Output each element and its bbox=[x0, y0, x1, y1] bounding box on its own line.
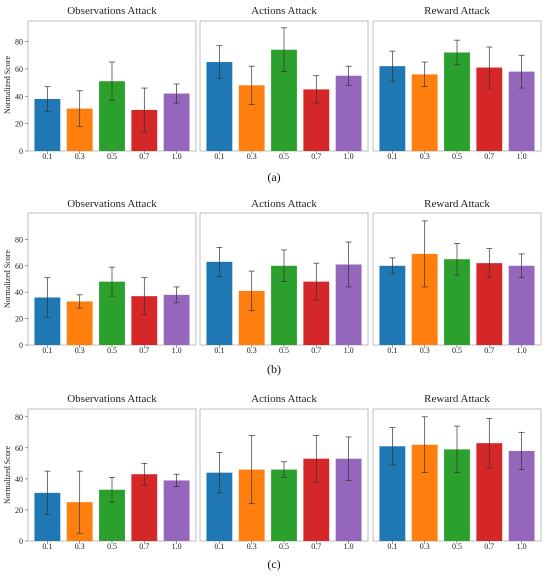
panel-3-1-ytick-label: 80 bbox=[15, 413, 23, 422]
panel-1-1-xtick-label: 0.1 bbox=[42, 152, 52, 161]
panel-3-2-xtick-label: 0.1 bbox=[214, 542, 224, 551]
panel-1-3-bar-0.3 bbox=[411, 74, 438, 151]
panel-3-3-xtick-label: 0.1 bbox=[387, 542, 397, 551]
panel-3-1-xtick-label: 1.0 bbox=[172, 542, 182, 551]
panel-2-1-xtick-label: 0.3 bbox=[75, 346, 85, 355]
panel-1-3-bar-0.5 bbox=[444, 52, 470, 152]
panel-1-3-xtick-label: 0.7 bbox=[484, 152, 494, 161]
panel-3-3-xtick-label: 0.5 bbox=[452, 542, 462, 551]
panel-1-2-xtick-label: 0.3 bbox=[247, 152, 257, 161]
panel-2-1-ytick-label: 20 bbox=[15, 315, 23, 324]
y-axis-label-row-1: Normalized Score bbox=[3, 56, 12, 114]
y-axis-label-row-3: Normalized Score bbox=[3, 446, 12, 504]
panel-1-2-bar-1.0 bbox=[335, 75, 362, 151]
panel-2-3-title: Reward Attack bbox=[424, 198, 490, 210]
caption-c: (c) bbox=[267, 557, 280, 571]
panel-2-2-xtick-label: 0.7 bbox=[311, 346, 321, 355]
panel-3-2-title: Actions Attack bbox=[251, 393, 317, 405]
panel-1-3-xtick-label: 0.5 bbox=[452, 152, 462, 161]
caption-a: (a) bbox=[267, 170, 280, 184]
panel-2-3-xtick-label: 0.1 bbox=[387, 346, 397, 355]
panel-3-1-title: Observations Attack bbox=[67, 393, 157, 405]
panel-1-1-xtick-label: 0.5 bbox=[107, 152, 117, 161]
panel-1-2-xtick-label: 1.0 bbox=[344, 152, 354, 161]
panel-1-1-ytick-label: 20 bbox=[15, 120, 23, 129]
panel-2-1-bar-1.0 bbox=[163, 294, 190, 345]
panel-3-1-xtick-label: 0.3 bbox=[75, 542, 85, 551]
panel-2-2-xtick-label: 0.3 bbox=[247, 346, 257, 355]
caption-b: (b) bbox=[267, 362, 281, 376]
panel-3-1-ytick-label: 40 bbox=[15, 475, 23, 484]
panel-1-1-ytick-label: 40 bbox=[15, 92, 23, 101]
panel-2-2-xtick-label: 0.5 bbox=[279, 346, 289, 355]
panel-3-1-xtick-label: 0.1 bbox=[42, 542, 52, 551]
panel-3-2-xtick-label: 0.3 bbox=[247, 542, 257, 551]
panel-2-3-bar-0.1 bbox=[379, 265, 406, 345]
panel-1-1-xtick-label: 0.3 bbox=[75, 152, 85, 161]
panel-1-1-ytick-label: 80 bbox=[15, 38, 23, 47]
panel-2-2-xtick-label: 0.1 bbox=[214, 346, 224, 355]
panel-3-3-xtick-label: 0.3 bbox=[420, 542, 430, 551]
panel-3-2-bar-0.5 bbox=[271, 469, 297, 541]
panel-2-1-ytick-label: 0 bbox=[19, 341, 23, 350]
panel-3-3-title: Reward Attack bbox=[424, 393, 490, 405]
panel-2-1-xtick-label: 0.7 bbox=[139, 346, 149, 355]
panel-3-1-ytick-label: 0 bbox=[19, 537, 23, 546]
panel-2-1-xtick-label: 0.5 bbox=[107, 346, 117, 355]
panel-2-1-ytick-label: 80 bbox=[15, 235, 23, 244]
panel-3-2-xtick-label: 1.0 bbox=[344, 542, 354, 551]
panel-1-3-xtick-label: 0.1 bbox=[387, 152, 397, 161]
panel-3-1-xtick-label: 0.5 bbox=[107, 542, 117, 551]
panel-2-3-xtick-label: 0.5 bbox=[452, 346, 462, 355]
panel-1-1-ytick-label: 0 bbox=[19, 147, 23, 156]
panel-1-2-xtick-label: 0.7 bbox=[311, 152, 321, 161]
panel-2-2-xtick-label: 1.0 bbox=[344, 346, 354, 355]
panel-2-1-ytick-label: 40 bbox=[15, 288, 23, 297]
panel-2-3-xtick-label: 0.7 bbox=[484, 346, 494, 355]
panel-3-1-bar-1.0 bbox=[163, 480, 190, 541]
panel-2-1-ytick-label: 60 bbox=[15, 262, 23, 271]
panel-3-1-ytick-label: 60 bbox=[15, 444, 23, 453]
panel-1-3-title: Reward Attack bbox=[424, 5, 490, 17]
panel-1-3-xtick-label: 0.3 bbox=[420, 152, 430, 161]
panel-1-1-xtick-label: 1.0 bbox=[172, 152, 182, 161]
panel-2-1-bar-0.3 bbox=[66, 301, 93, 345]
panel-1-2-xtick-label: 0.1 bbox=[214, 152, 224, 161]
panel-3-3-xtick-label: 0.7 bbox=[484, 542, 494, 551]
panel-2-3-xtick-label: 1.0 bbox=[517, 346, 527, 355]
panel-2-1-xtick-label: 0.1 bbox=[42, 346, 52, 355]
panel-2-1-xtick-label: 1.0 bbox=[172, 346, 182, 355]
panel-1-2-xtick-label: 0.5 bbox=[279, 152, 289, 161]
panel-1-1-title: Observations Attack bbox=[67, 5, 157, 17]
panel-1-1-ytick-label: 60 bbox=[15, 65, 23, 74]
panel-2-3-bar-1.0 bbox=[508, 265, 535, 345]
panel-2-3-xtick-label: 0.3 bbox=[420, 346, 430, 355]
panel-1-1-xtick-label: 0.7 bbox=[139, 152, 149, 161]
y-axis-label-row-2: Normalized Score bbox=[3, 250, 12, 308]
panel-3-1-ytick-label: 20 bbox=[15, 506, 23, 515]
panel-1-3-xtick-label: 1.0 bbox=[517, 152, 527, 161]
panel-3-3-xtick-label: 1.0 bbox=[517, 542, 527, 551]
panel-2-1-title: Observations Attack bbox=[67, 198, 157, 210]
panel-2-2-title: Actions Attack bbox=[251, 198, 317, 210]
panel-1-2-title: Actions Attack bbox=[251, 5, 317, 17]
panel-3-2-xtick-label: 0.5 bbox=[279, 542, 289, 551]
panel-3-2-xtick-label: 0.7 bbox=[311, 542, 321, 551]
panel-3-1-xtick-label: 0.7 bbox=[139, 542, 149, 551]
